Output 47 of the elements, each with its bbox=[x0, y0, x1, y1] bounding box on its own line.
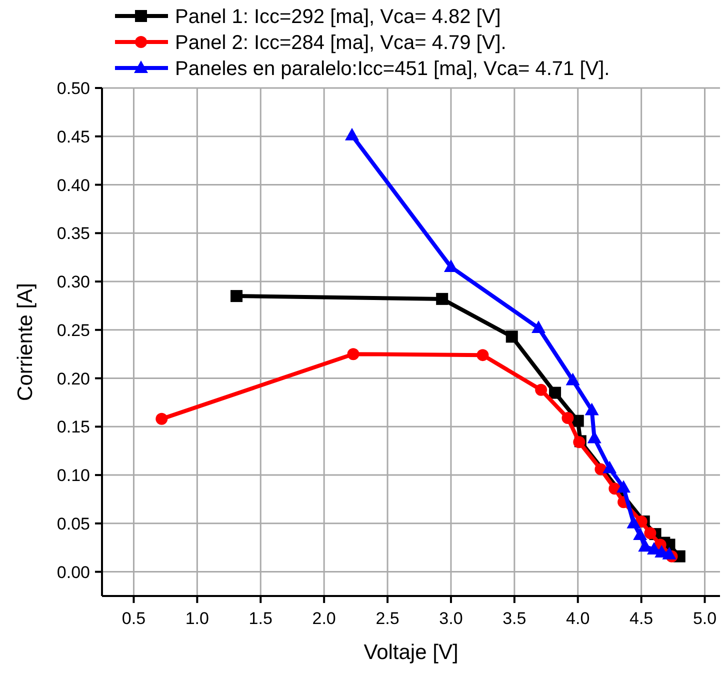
text: 0.20 bbox=[56, 369, 90, 388]
text: 0.50 bbox=[56, 79, 90, 98]
text: 0.00 bbox=[56, 562, 90, 582]
point bbox=[156, 412, 168, 425]
y-axis-title: Corriente [A] bbox=[14, 283, 37, 401]
y-tick-label: 0.05 bbox=[56, 514, 90, 534]
text: 0.30 bbox=[56, 272, 90, 292]
legend-label: Panel 1: Icc=292 [ma], Vca= 4.82 [V] bbox=[175, 6, 501, 28]
point bbox=[616, 480, 631, 493]
point bbox=[662, 546, 676, 560]
point bbox=[532, 320, 546, 333]
point bbox=[535, 384, 548, 396]
point bbox=[344, 128, 359, 140]
text: 1.0 bbox=[185, 609, 209, 628]
point bbox=[602, 460, 617, 474]
legend-label: Panel 2: Icc=284 [ma], Vca= 4.79 [V]. bbox=[175, 32, 506, 54]
x-tick-label: 0.5 bbox=[122, 609, 146, 628]
y-tick-label: 0.45 bbox=[56, 127, 90, 146]
point bbox=[633, 528, 648, 540]
point bbox=[626, 516, 641, 528]
legend-label: Paneles en paralelo:Icc=451 [ma], Vca= 4.71 [V]. bbox=[175, 58, 610, 80]
x-tick-label: 1.5 bbox=[248, 609, 272, 628]
x-tick-label: 2.5 bbox=[376, 609, 400, 628]
point bbox=[444, 260, 458, 272]
point bbox=[549, 386, 562, 399]
text: 2.0 bbox=[312, 609, 336, 628]
text: 3.0 bbox=[439, 609, 463, 628]
y-tick-label: 0.25 bbox=[56, 320, 90, 340]
x-tick-label: 3.5 bbox=[502, 609, 526, 628]
text: 4.0 bbox=[566, 609, 590, 628]
point bbox=[506, 330, 518, 343]
text: 0.40 bbox=[56, 176, 90, 195]
text: 0.10 bbox=[56, 466, 90, 486]
point bbox=[230, 290, 243, 302]
text: 5.0 bbox=[692, 609, 717, 628]
point bbox=[347, 348, 360, 360]
y-tick-label: 0.15 bbox=[56, 418, 90, 437]
point bbox=[436, 292, 448, 305]
point bbox=[644, 527, 656, 540]
point bbox=[572, 414, 584, 427]
x-axis-title: Voltaje [V] bbox=[364, 641, 458, 664]
point bbox=[584, 402, 599, 416]
x-tick-label: 4.5 bbox=[630, 609, 654, 628]
point bbox=[562, 412, 574, 424]
point bbox=[566, 372, 580, 386]
point bbox=[476, 349, 489, 362]
y-tick-label: 0.35 bbox=[56, 224, 90, 244]
